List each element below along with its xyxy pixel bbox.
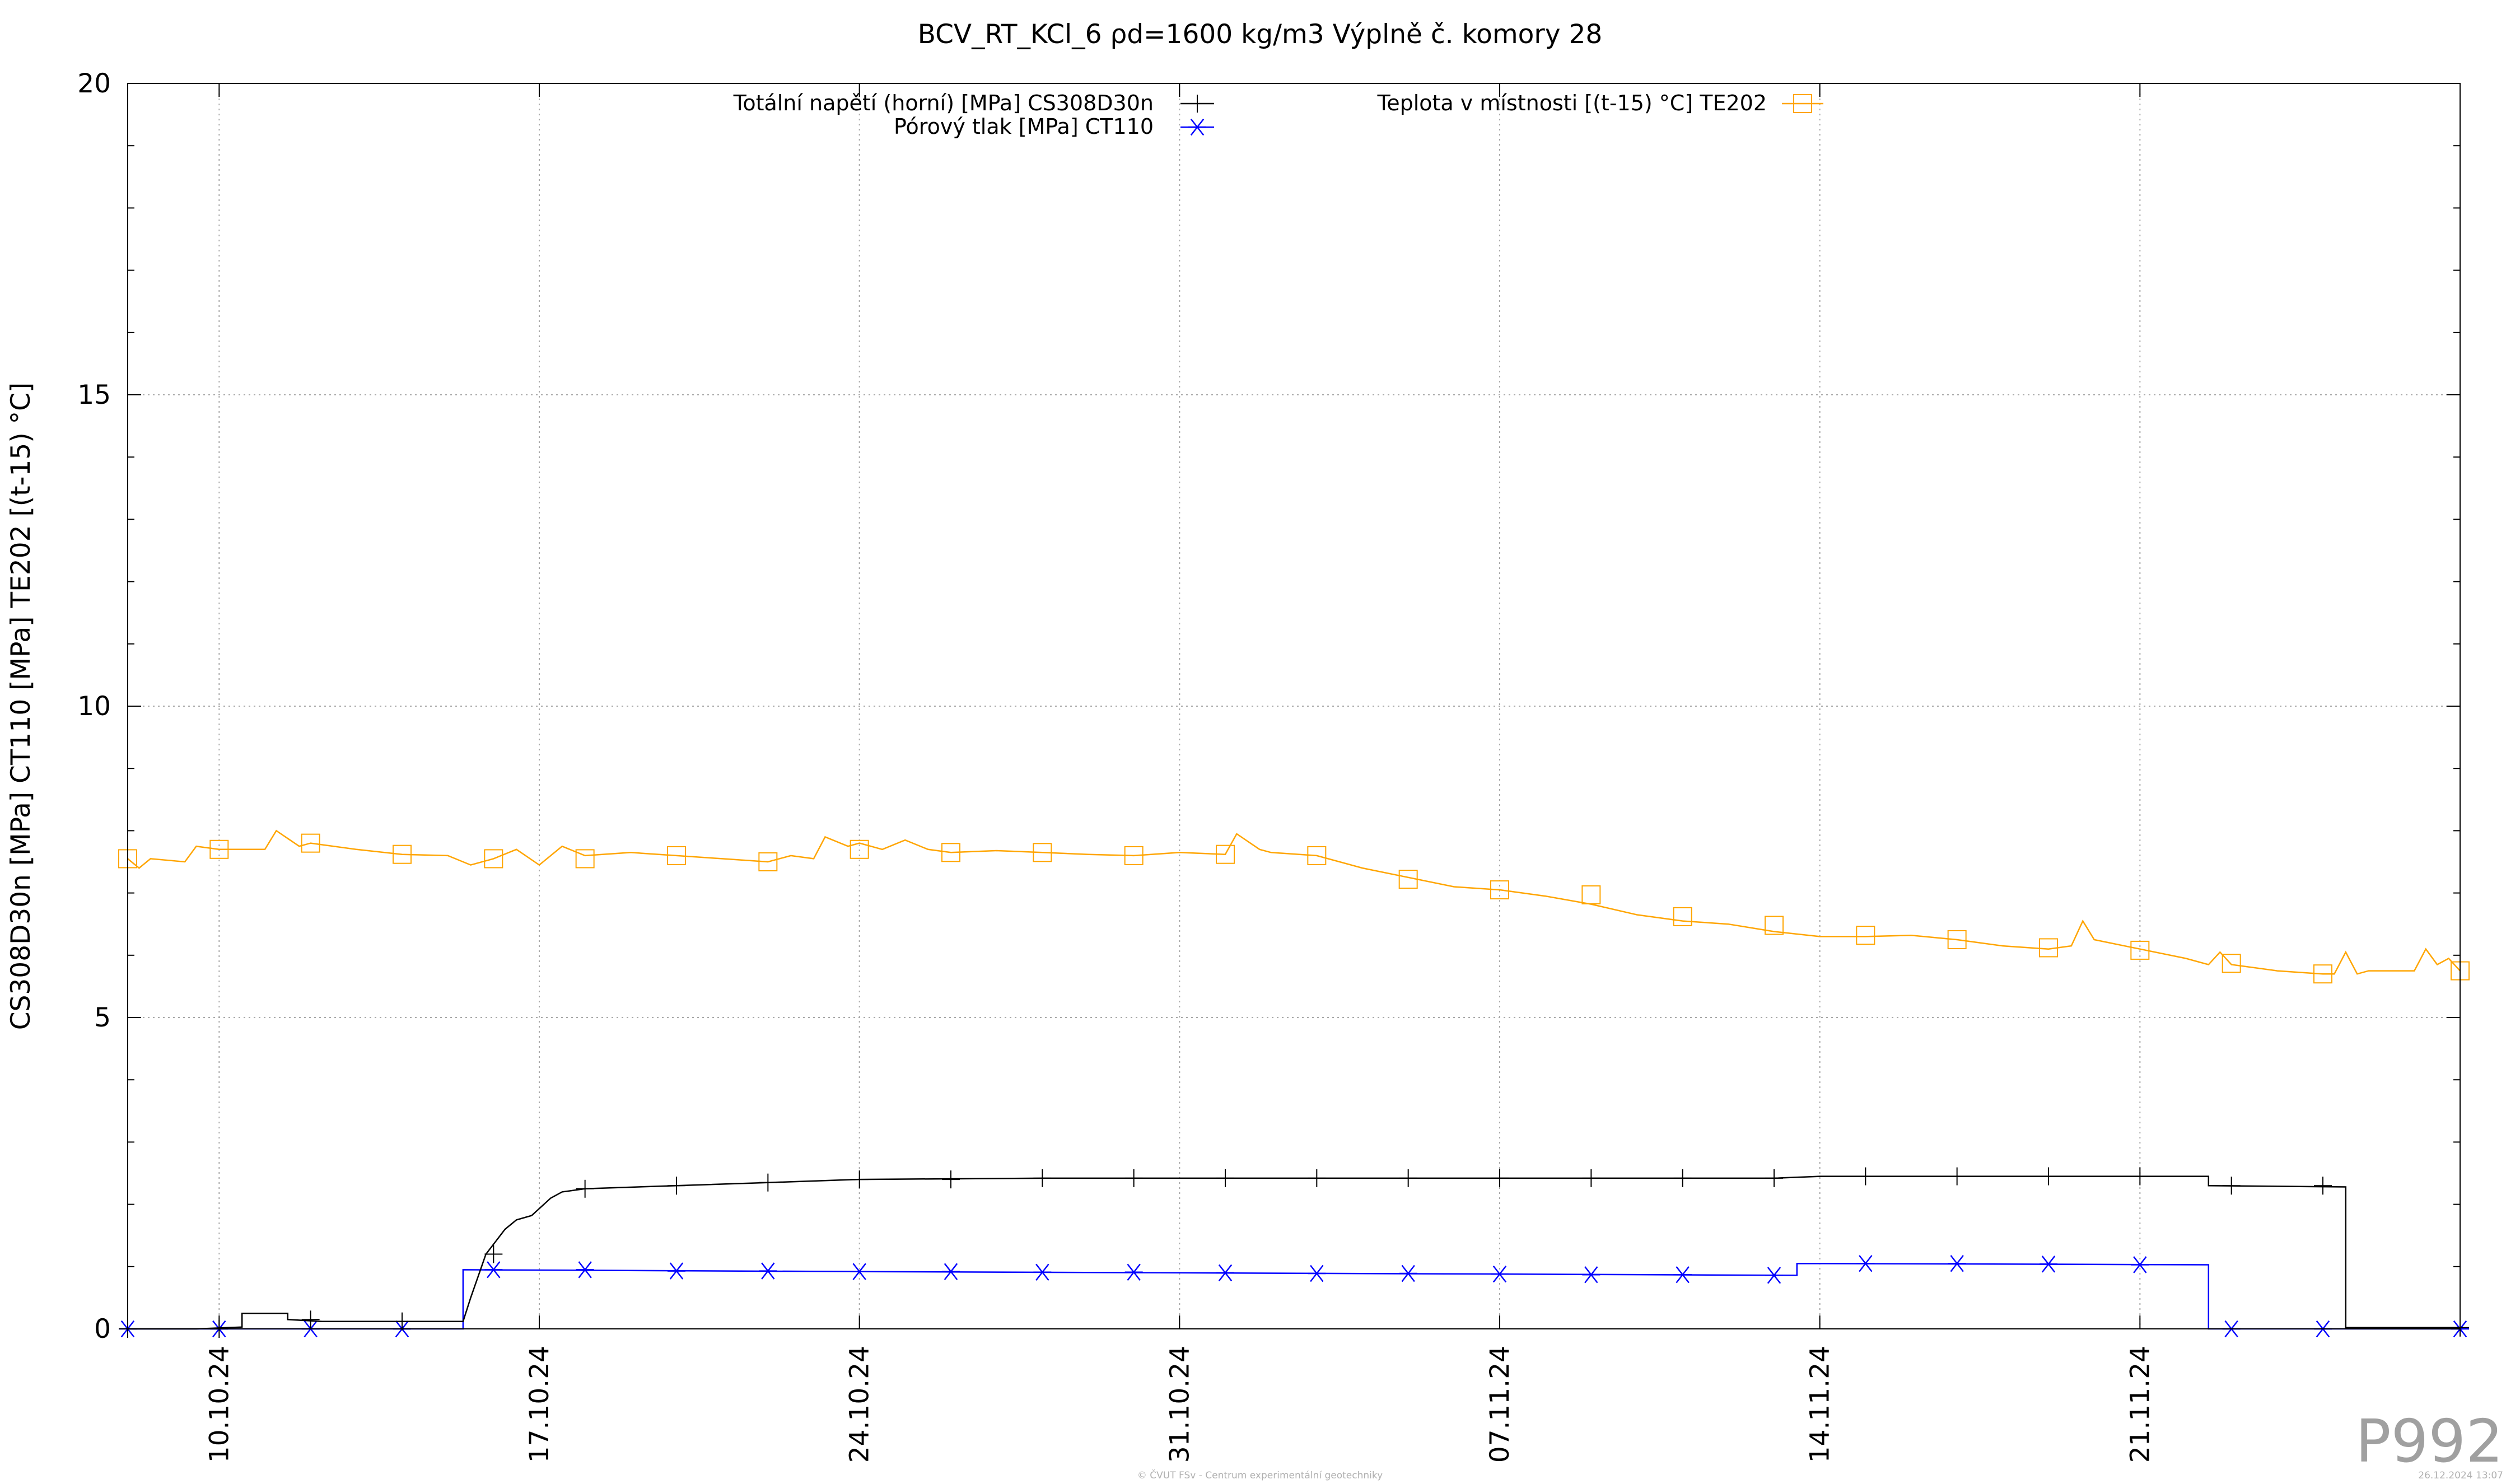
data-point [1581, 885, 1601, 904]
data-point [759, 1262, 777, 1280]
data-point [942, 1263, 960, 1280]
data-point [1582, 1266, 1600, 1284]
grid-lines [128, 83, 2460, 1329]
plot-frame [127, 83, 2461, 1329]
legend-label: Pórový tlak [MPa] CT110 [894, 114, 1154, 139]
y-tick-label: 0 [94, 1314, 111, 1345]
data-point [301, 1310, 320, 1329]
data-point [2039, 938, 2058, 958]
data-point [1765, 1267, 1783, 1284]
data-point [576, 1179, 594, 1198]
data-point [1124, 846, 1144, 865]
y-tick-label: 10 [77, 691, 111, 722]
data-point [941, 843, 960, 862]
data-point [850, 1263, 869, 1280]
data-point [2222, 1177, 2241, 1195]
data-point [1856, 1167, 1875, 1186]
data-point [1399, 1169, 1417, 1187]
legend-marker [1188, 118, 1206, 136]
data-point [2131, 1167, 2149, 1186]
data-point [1856, 926, 1875, 945]
data-point [1216, 1169, 1234, 1187]
data-point [1033, 1169, 1052, 1187]
data-point [758, 852, 778, 871]
axis-ticks: 0 5 10 15 20 10.10.24 17.10.24 24.10.24 31.10.24… [77, 68, 2460, 1463]
data-point [484, 1245, 503, 1263]
y-tick-label: 20 [77, 68, 111, 99]
data-point [1491, 1169, 1509, 1187]
data-point [2040, 1167, 2057, 1186]
data-point [2040, 1256, 2057, 1273]
legend-label: Teplota v místnosti [(t-15) °C] TE202 [1376, 91, 1767, 115]
data-point [1673, 1169, 1692, 1187]
data-point [850, 839, 869, 859]
legend-marker [1793, 94, 1812, 113]
data-point [2222, 954, 2241, 973]
data-point [301, 833, 320, 853]
legend: Totální napětí (horní) [MPa] CS308D30nPó… [733, 91, 1823, 139]
series-line [128, 1262, 2460, 1330]
data-point [1948, 1255, 1966, 1272]
data-point [2131, 1256, 2149, 1273]
data-point [1399, 1264, 1417, 1282]
data-point [1673, 907, 1692, 926]
data-point [1308, 1169, 1326, 1187]
data-point [1124, 1263, 1143, 1281]
series-line [127, 829, 2461, 975]
x-tick-label: 31.10.24 [1164, 1346, 1195, 1463]
data-point [576, 1261, 594, 1278]
data-point [1308, 1264, 1326, 1282]
data-point [1765, 916, 1784, 935]
data-point [1765, 1169, 1783, 1187]
data-point [575, 849, 595, 869]
plot-id-watermark: P992 [2355, 1407, 2503, 1476]
x-tick-label: 14.11.24 [1805, 1346, 1836, 1463]
data-point [2314, 1177, 2332, 1195]
data-point [1033, 1263, 1052, 1281]
data-point [668, 1177, 685, 1195]
data-point [1307, 846, 1327, 865]
data-point [1491, 1265, 1509, 1283]
chart-title: BCV_RT_KCl_6 ρd=1600 kg/m3 Výplně č. kom… [918, 19, 1603, 50]
data-point [1216, 844, 1235, 864]
legend-label: Totální napětí (horní) [MPa] CS308D30n [733, 91, 1154, 115]
data-point [759, 1173, 777, 1192]
x-tick-label: 17.10.24 [524, 1346, 555, 1463]
y-tick-label: 5 [94, 1002, 111, 1033]
data-point [850, 1170, 869, 1189]
data-point [1216, 1264, 1234, 1282]
y-axis-label: CS308D30n [MPa] CT110 [MPa] TE202 [(t-15… [6, 382, 36, 1030]
series-layer [118, 829, 2470, 1338]
data-point [1673, 1266, 1692, 1284]
data-point [1582, 1169, 1600, 1187]
data-point [1033, 843, 1052, 862]
data-point [2130, 940, 2150, 960]
x-tick-label: 24.10.24 [844, 1346, 875, 1463]
data-point [209, 839, 229, 859]
y-tick-label: 15 [77, 380, 111, 410]
data-point [668, 1262, 685, 1280]
data-point [1948, 1167, 1966, 1186]
series-line [128, 1175, 2460, 1330]
x-tick-label: 21.11.24 [2125, 1346, 2155, 1463]
x-tick-label: 10.10.24 [204, 1346, 235, 1463]
data-point [393, 844, 412, 864]
data-point [1856, 1255, 1875, 1272]
footer-copyright: © ČVUT FSv - Centrum experimentální geot… [1137, 1469, 1383, 1481]
legend-marker [1188, 95, 1206, 113]
data-point [1124, 1169, 1143, 1187]
data-point [393, 1312, 411, 1331]
data-point [1490, 880, 1509, 900]
data-point [942, 1170, 960, 1189]
footer-timestamp: 26.12.2024 13:07 [2418, 1470, 2503, 1481]
data-point [484, 849, 503, 869]
data-point [484, 1261, 503, 1278]
data-point [2313, 964, 2332, 984]
x-tick-label: 07.11.24 [1485, 1346, 1515, 1463]
data-point [1947, 930, 1967, 949]
data-point [1398, 870, 1418, 889]
data-point [667, 846, 686, 865]
